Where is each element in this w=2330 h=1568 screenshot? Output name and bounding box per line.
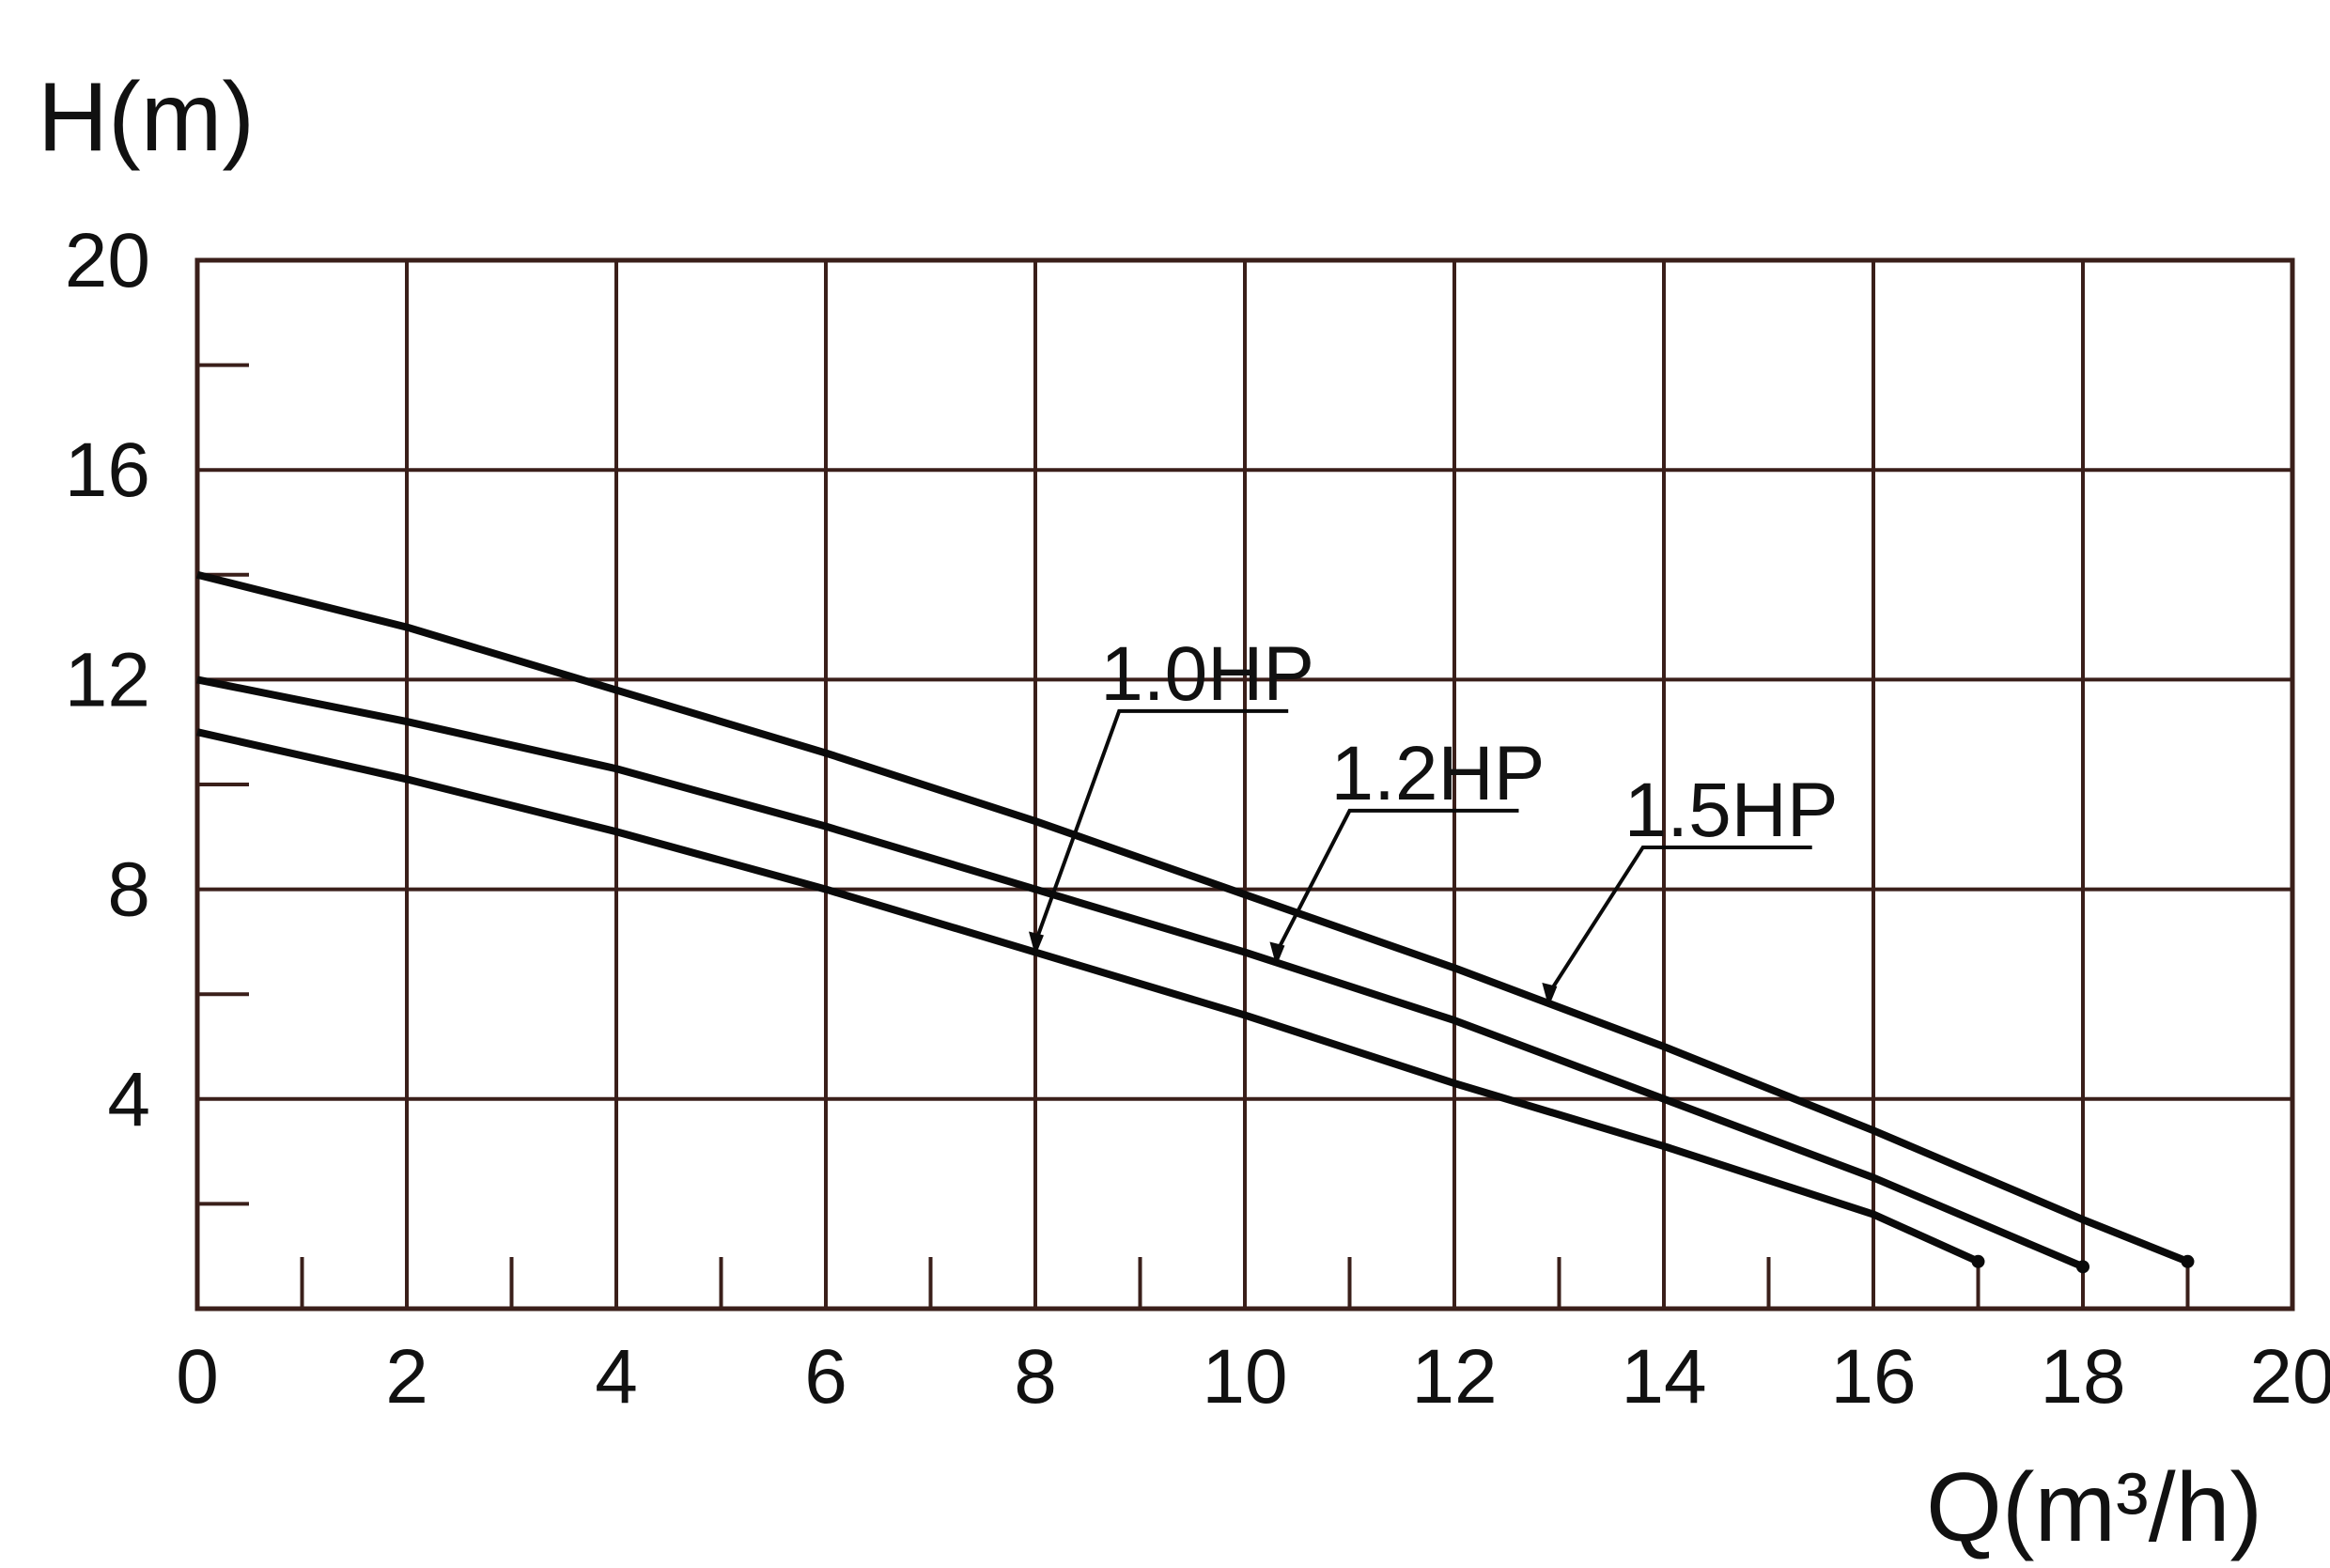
x-tick-label: 6 <box>804 1334 847 1420</box>
y-tick-label: 16 <box>65 427 150 513</box>
x-tick-label: 10 <box>1202 1334 1287 1420</box>
minor-ticks <box>197 363 2190 1309</box>
y-axis-label: H(m) <box>38 63 255 172</box>
leader-line <box>1546 845 1812 996</box>
series-line <box>196 675 2085 1271</box>
grid-lines <box>197 260 2292 1309</box>
y-tick-label: 4 <box>107 1057 150 1142</box>
series-layer <box>196 570 2195 1274</box>
x-tick-label: 12 <box>1411 1334 1497 1420</box>
x-tick-label: 2 <box>385 1334 428 1420</box>
leader-arrowhead <box>1029 931 1044 956</box>
x-tick-label: 8 <box>1014 1334 1057 1420</box>
y-tick-labels: 4 8 12 16 20 <box>65 218 150 1142</box>
series-endpoint <box>2181 1254 2195 1268</box>
x-tick-label: 14 <box>1621 1334 1706 1420</box>
series-label: 1.2HP <box>1331 731 1546 816</box>
series-endpoint <box>2076 1260 2089 1274</box>
plot-frame <box>194 257 2295 1312</box>
leader-arrowhead <box>1542 982 1558 1007</box>
series-line <box>196 570 2189 1265</box>
series-line <box>196 728 1980 1265</box>
series-label: 1.5HP <box>1624 768 1839 853</box>
y-tick-label: 12 <box>65 637 150 722</box>
leader-arrowhead <box>1269 941 1285 967</box>
series-label: 1.0HP <box>1100 631 1314 717</box>
x-tick-label: 16 <box>1830 1334 1916 1420</box>
leader-line <box>1033 708 1289 944</box>
x-tick-label: 18 <box>2040 1334 2125 1420</box>
x-tick-label: 0 <box>176 1334 219 1420</box>
y-tick-label: 8 <box>107 847 150 933</box>
leader-line <box>1274 808 1519 955</box>
x-tick-label: 4 <box>595 1334 638 1420</box>
y-tick-label: 20 <box>65 218 150 303</box>
x-axis-label: Q(m³/h) <box>1926 1453 2262 1562</box>
x-tick-label: 20 <box>2249 1334 2330 1420</box>
x-tick-labels: 0 2 4 6 8 10 12 14 16 18 20 <box>176 1334 2330 1420</box>
series-endpoint <box>1971 1254 1985 1268</box>
